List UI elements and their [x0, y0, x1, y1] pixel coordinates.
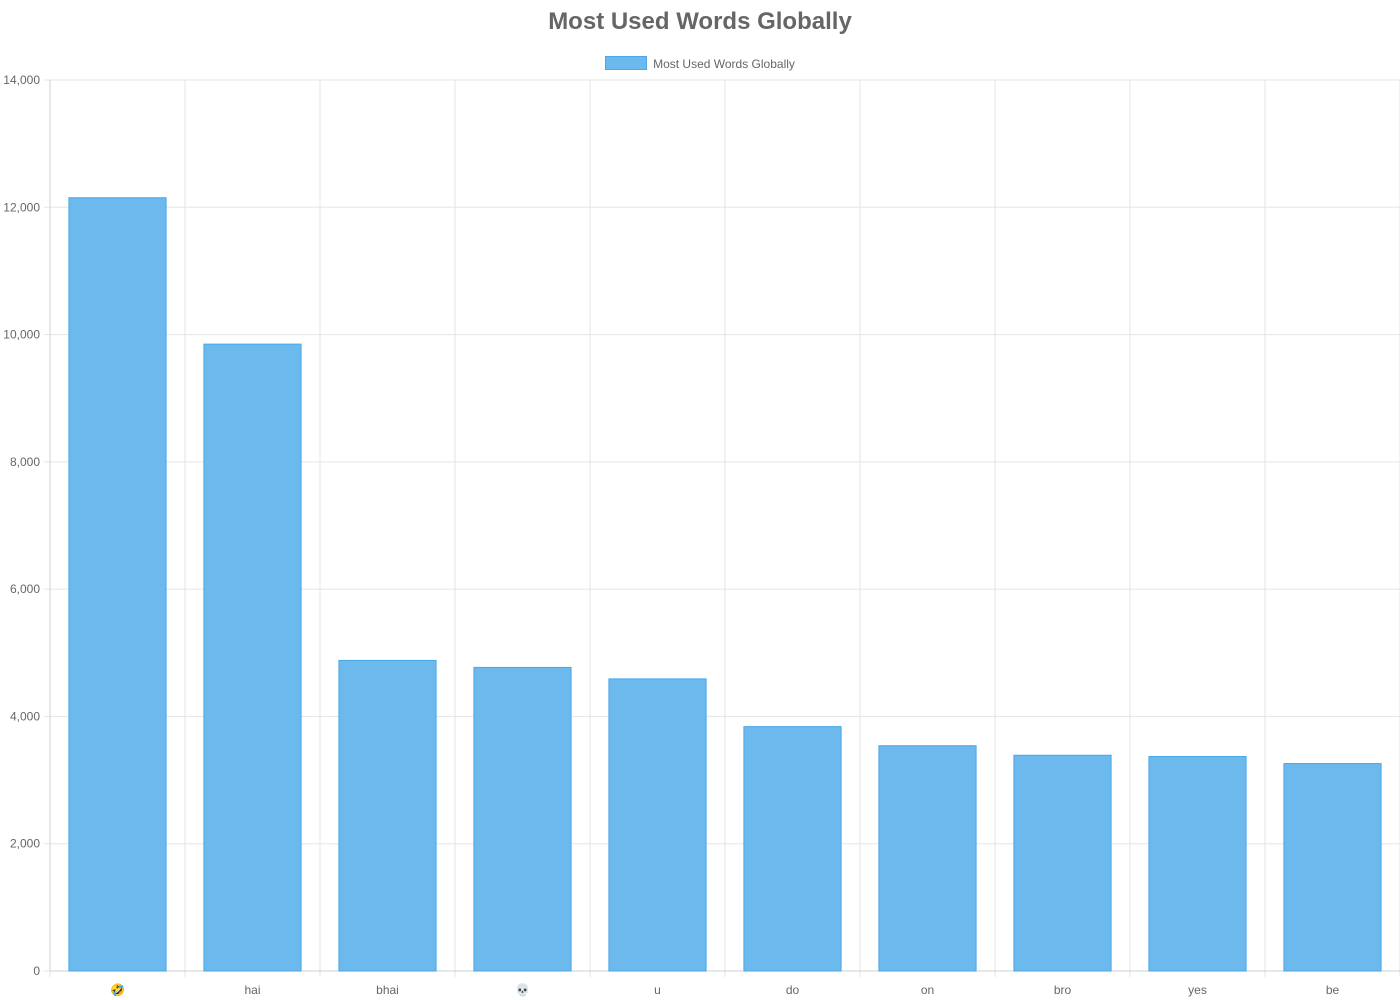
x-tick-label: bhai — [376, 983, 399, 997]
bar[interactable] — [338, 659, 437, 972]
bar[interactable] — [203, 343, 302, 972]
bar[interactable] — [608, 678, 707, 972]
bar[interactable] — [1148, 756, 1247, 972]
bar[interactable] — [473, 666, 572, 972]
x-tick-label: be — [1326, 983, 1340, 997]
x-tick-label: yes — [1188, 983, 1207, 997]
legend-label: Most Used Words Globally — [653, 57, 795, 71]
y-tick-label: 14,000 — [3, 73, 40, 87]
x-tick-label: bro — [1054, 983, 1072, 997]
chart-title: Most Used Words Globally — [548, 8, 852, 35]
x-tick-label: on — [921, 983, 934, 997]
bar[interactable] — [743, 726, 842, 972]
bar[interactable] — [1013, 754, 1112, 972]
bars — [68, 197, 1382, 972]
y-tick-label: 12,000 — [3, 200, 40, 214]
bar[interactable] — [1283, 763, 1382, 972]
y-tick-label: 8,000 — [10, 455, 40, 469]
tick-labels: 0 2,000 4,000 6,000 8,000 10,000 12,000 14,000 🤣… — [3, 73, 1339, 998]
legend-swatch — [605, 56, 648, 70]
x-tick-label: do — [786, 983, 800, 997]
x-tick-label: 🤣 — [109, 983, 125, 998]
y-tick-label: 4,000 — [10, 709, 40, 723]
legend[interactable]: Most Used Words Globally — [0, 56, 1400, 71]
bar[interactable] — [68, 197, 167, 972]
y-tick-label: 0 — [33, 964, 40, 978]
x-tick-label: 💀 — [515, 983, 530, 997]
bar[interactable] — [878, 745, 977, 972]
x-tick-label: hai — [244, 983, 260, 997]
y-tick-label: 6,000 — [10, 582, 40, 596]
y-tick-label: 2,000 — [10, 837, 40, 851]
grid-lines — [44, 79, 1400, 977]
y-tick-label: 10,000 — [3, 328, 40, 342]
x-tick-label: u — [654, 983, 661, 997]
